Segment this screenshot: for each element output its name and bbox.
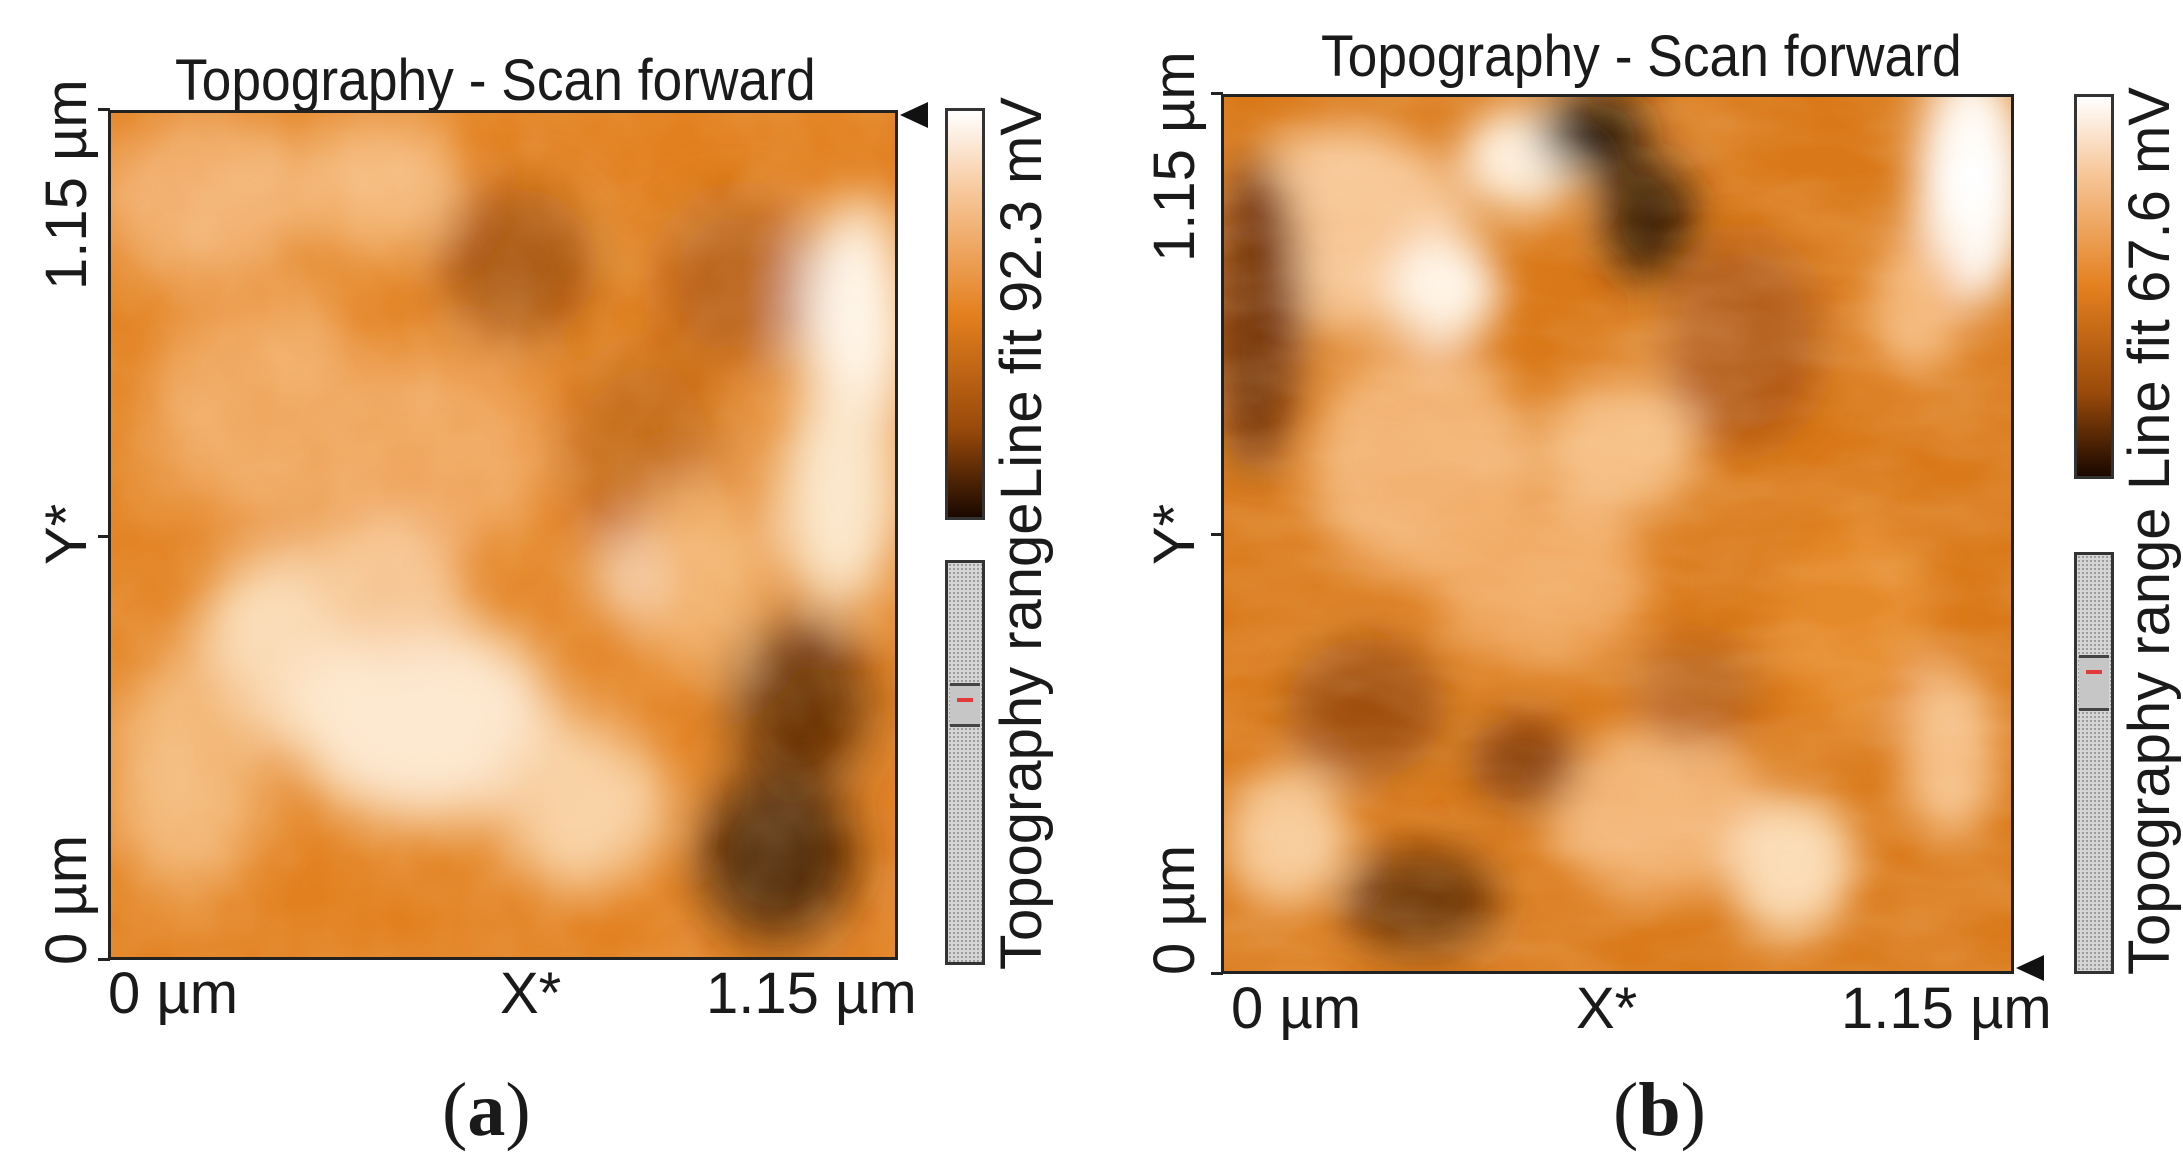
panel-b-y-tick-bottom — [1211, 972, 1223, 975]
panel-a-range-bar[interactable] — [945, 560, 985, 965]
panel-b-y-mid-label: Y* — [1142, 503, 1207, 565]
panel-b-colorbar — [2074, 94, 2114, 479]
panel-b: Topography - Scan forward — [1091, 0, 2182, 1161]
panel-a: Topography - Scan forward — [0, 0, 1091, 1161]
panel-a-y-tick-mid — [98, 535, 110, 538]
panel-a-y-tick-top — [98, 108, 110, 111]
panel-b-title: Topography - Scan forward — [1321, 24, 1962, 89]
panel-b-afm-image — [1221, 94, 2014, 974]
panel-b-y-tick-mid — [1211, 533, 1223, 536]
panel-a-range-window[interactable] — [950, 683, 980, 727]
panel-a-y-bottom-label: 0 µm — [34, 834, 99, 965]
panel-a-y-tick-bottom — [98, 958, 110, 961]
panel-a-caption: (a) — [442, 1068, 531, 1152]
panel-a-y-top-label: 1.15 µm — [34, 79, 99, 290]
panel-b-colorbar-label: Line fit 67.6 mV — [2117, 87, 2182, 490]
panel-b-scan-line-marker-icon — [2016, 955, 2044, 981]
panel-a-y-mid-label: Y* — [34, 503, 99, 565]
panel-b-range-marker — [2085, 670, 2103, 674]
panel-b-y-top-label: 1.15 µm — [1142, 51, 1207, 262]
panel-b-x-right-label: 1.15 µm — [1841, 976, 2052, 1041]
panel-b-x-mid-label: X* — [1576, 976, 1638, 1041]
panel-a-range-marker — [956, 698, 974, 702]
panel-a-x-left-label: 0 µm — [108, 961, 239, 1026]
panel-a-x-mid-label: X* — [500, 961, 562, 1026]
panel-b-range-bar[interactable] — [2074, 552, 2114, 974]
panel-a-range-label: Topography range — [989, 502, 1054, 970]
panel-a-caption-letter: a — [467, 1068, 506, 1152]
panel-a-colorbar — [945, 108, 985, 520]
panel-a-afm-image — [108, 110, 898, 960]
panel-b-x-left-label: 0 µm — [1231, 976, 1362, 1041]
panel-a-colorbar-label: Line fit 92.3 mV — [989, 97, 1054, 500]
panel-b-y-tick-top — [1211, 92, 1223, 95]
panel-b-y-bottom-label: 0 µm — [1142, 844, 1207, 975]
panel-b-caption-letter: b — [1638, 1068, 1681, 1152]
panel-a-topography-map — [111, 113, 895, 957]
panel-a-scan-line-marker-icon — [900, 102, 928, 128]
panel-b-range-label: Topography range — [2117, 507, 2182, 975]
panel-b-range-window[interactable] — [2079, 655, 2109, 711]
panel-a-x-right-label: 1.15 µm — [706, 961, 917, 1026]
panel-a-title: Topography - Scan forward — [175, 48, 816, 113]
panel-b-caption: (b) — [1613, 1068, 1706, 1152]
panel-b-topography-map — [1224, 97, 2011, 971]
